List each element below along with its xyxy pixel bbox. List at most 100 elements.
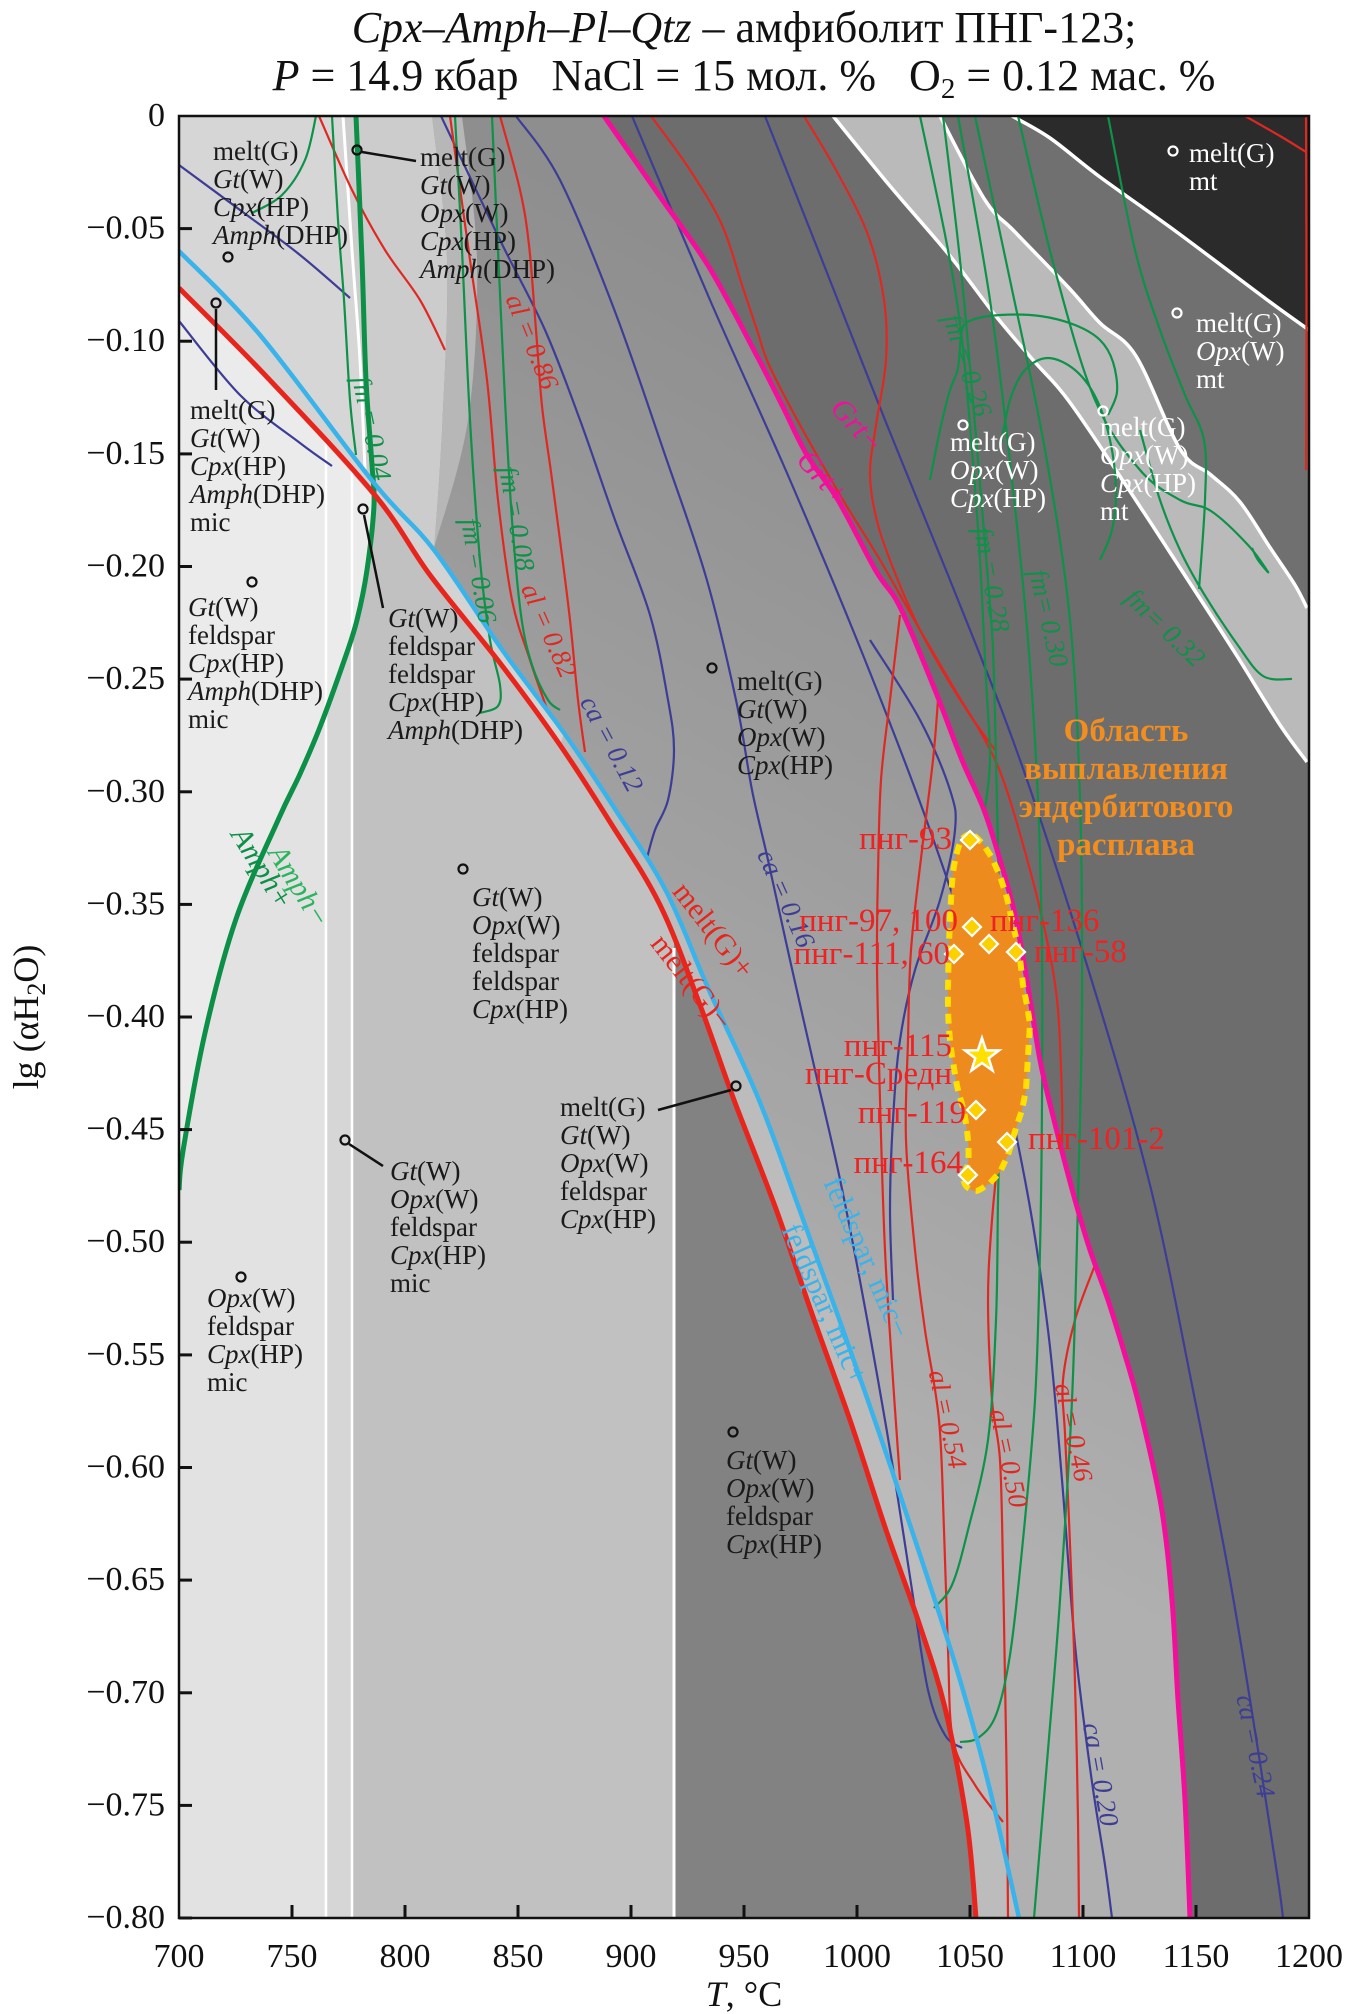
svg-text:Cpx(HP): Cpx(HP) [188, 648, 284, 678]
svg-text:пнг-111, 60: пнг-111, 60 [794, 936, 950, 972]
svg-text:mt: mt [1100, 496, 1129, 526]
svg-text:Cpx(HP): Cpx(HP) [388, 687, 484, 717]
svg-text:Cpx(HP): Cpx(HP) [560, 1204, 656, 1234]
svg-text:melt(G): melt(G) [950, 427, 1035, 457]
svg-text:пнг-164: пнг-164 [854, 1145, 963, 1181]
svg-text:−0.75: −0.75 [86, 1786, 165, 1823]
svg-text:melt(G): melt(G) [1196, 308, 1281, 338]
svg-text:−0.60: −0.60 [86, 1449, 165, 1486]
svg-text:lg (αH2O): lg (αH2O) [6, 945, 51, 1090]
svg-text:800: 800 [380, 1938, 431, 1975]
svg-text:расплава: расплава [1057, 827, 1195, 863]
svg-text:Cpx(HP): Cpx(HP) [950, 483, 1046, 513]
svg-text:Cpx–Amph–Pl–Qtz – амфиболит ПН: Cpx–Amph–Pl–Qtz – амфиболит ПНГ-123; [352, 3, 1137, 52]
svg-text:−0.30: −0.30 [86, 773, 165, 810]
svg-text:−0.05: −0.05 [86, 210, 165, 247]
svg-text:Opx(W): Opx(W) [1196, 336, 1284, 366]
svg-text:Gt(W): Gt(W) [190, 423, 260, 453]
svg-text:melt(G): melt(G) [213, 136, 298, 166]
svg-text:−0.15: −0.15 [86, 435, 165, 472]
svg-text:mic: mic [188, 704, 229, 734]
svg-text:пнг-101-2: пнг-101-2 [1028, 1121, 1165, 1157]
svg-text:Gt(W): Gt(W) [560, 1120, 630, 1150]
svg-text:Область: Область [1064, 713, 1189, 749]
svg-text:Opx(W): Opx(W) [1100, 440, 1188, 470]
svg-text:mic: mic [390, 1268, 431, 1298]
svg-text:выплавления: выплавления [1024, 751, 1228, 787]
svg-text:feldspar: feldspar [726, 1501, 813, 1531]
svg-text:Amph(DHP): Amph(DHP) [188, 479, 325, 509]
svg-text:Opx(W): Opx(W) [472, 910, 560, 940]
svg-text:mic: mic [207, 1367, 248, 1397]
svg-text:feldspar: feldspar [388, 631, 475, 661]
svg-text:feldspar: feldspar [188, 620, 275, 650]
svg-text:Cpx(HP): Cpx(HP) [390, 1240, 486, 1270]
svg-text:700: 700 [154, 1938, 205, 1975]
svg-text:Gt(W): Gt(W) [188, 592, 258, 622]
svg-text:−0.10: −0.10 [86, 322, 165, 359]
svg-text:1000: 1000 [823, 1938, 891, 1975]
svg-text:−0.50: −0.50 [86, 1223, 165, 1260]
svg-text:Amph(DHP): Amph(DHP) [186, 676, 323, 706]
svg-text:−0.20: −0.20 [86, 548, 165, 585]
svg-text:−0.55: −0.55 [86, 1336, 165, 1373]
svg-text:Opx(W): Opx(W) [737, 722, 825, 752]
svg-text:Amph(DHP): Amph(DHP) [211, 220, 348, 250]
svg-text:−0.65: −0.65 [86, 1561, 165, 1598]
svg-text:эндербитового: эндербитового [1019, 789, 1234, 825]
svg-text:пнг-136: пнг-136 [990, 903, 1099, 939]
svg-text:feldspar: feldspar [560, 1176, 647, 1206]
svg-text:Gt(W): Gt(W) [388, 603, 458, 633]
svg-text:1200: 1200 [1275, 1938, 1343, 1975]
svg-text:Gt(W): Gt(W) [726, 1445, 796, 1475]
svg-text:пнг-93: пнг-93 [859, 821, 952, 857]
svg-text:Gt(W): Gt(W) [737, 694, 807, 724]
svg-text:Opx(W): Opx(W) [560, 1148, 648, 1178]
svg-text:melt(G): melt(G) [1100, 412, 1185, 442]
svg-text:mt: mt [1189, 166, 1218, 196]
svg-text:Gt(W): Gt(W) [390, 1156, 460, 1186]
svg-text:mic: mic [190, 507, 231, 537]
svg-text:Opx(W): Opx(W) [950, 455, 1038, 485]
svg-text:Opx(W): Opx(W) [390, 1184, 478, 1214]
svg-text:1150: 1150 [1163, 1938, 1230, 1975]
svg-text:Cpx(HP): Cpx(HP) [207, 1339, 303, 1369]
svg-text:−0.35: −0.35 [86, 885, 165, 922]
svg-text:1050: 1050 [936, 1938, 1004, 1975]
svg-text:−0.45: −0.45 [86, 1111, 165, 1148]
svg-text:Amph(DHP): Amph(DHP) [386, 715, 523, 745]
svg-text:melt(G): melt(G) [420, 142, 505, 172]
svg-text:Opx(W): Opx(W) [420, 198, 508, 228]
svg-text:feldspar: feldspar [207, 1311, 294, 1341]
svg-text:Gt(W): Gt(W) [472, 882, 542, 912]
svg-text:Opx(W): Opx(W) [207, 1283, 295, 1313]
svg-text:feldspar: feldspar [472, 966, 559, 996]
svg-text:melt(G): melt(G) [560, 1092, 645, 1122]
svg-text:mt: mt [1196, 364, 1225, 394]
svg-text:feldspar: feldspar [472, 938, 559, 968]
svg-text:−0.80: −0.80 [86, 1899, 165, 1936]
svg-text:пнг-119: пнг-119 [858, 1095, 966, 1131]
svg-text:пнг-58: пнг-58 [1034, 934, 1127, 970]
svg-text:−0.70: −0.70 [86, 1674, 165, 1711]
svg-text:Cpx(HP): Cpx(HP) [213, 192, 309, 222]
svg-text:−0.25: −0.25 [86, 660, 165, 697]
svg-text:feldspar: feldspar [388, 659, 475, 689]
svg-text:Opx(W): Opx(W) [726, 1473, 814, 1503]
svg-text:melt(G): melt(G) [1189, 138, 1274, 168]
svg-text:Cpx(HP): Cpx(HP) [1100, 468, 1196, 498]
svg-text:0: 0 [148, 97, 165, 134]
svg-text:feldspar: feldspar [390, 1212, 477, 1242]
svg-text:T, °C: T, °C [706, 1974, 782, 2014]
svg-text:пнг-115: пнг-115 [844, 1028, 952, 1064]
svg-text:melt(G): melt(G) [737, 666, 822, 696]
svg-text:пнг-97, 100: пнг-97, 100 [799, 903, 958, 939]
svg-text:900: 900 [606, 1938, 657, 1975]
svg-text:Gt(W): Gt(W) [420, 170, 490, 200]
svg-text:Gt(W): Gt(W) [213, 164, 283, 194]
svg-text:750: 750 [267, 1938, 318, 1975]
svg-text:пнг-Средн: пнг-Средн [805, 1056, 952, 1092]
svg-text:P = 14.9 кбар NaCl = 15 мол.: P = 14.9 кбар NaCl = 15 мол. % O2 = 0.12… [272, 51, 1216, 105]
svg-text:Cpx(HP): Cpx(HP) [472, 994, 568, 1024]
svg-text:Cpx(HP): Cpx(HP) [737, 750, 833, 780]
